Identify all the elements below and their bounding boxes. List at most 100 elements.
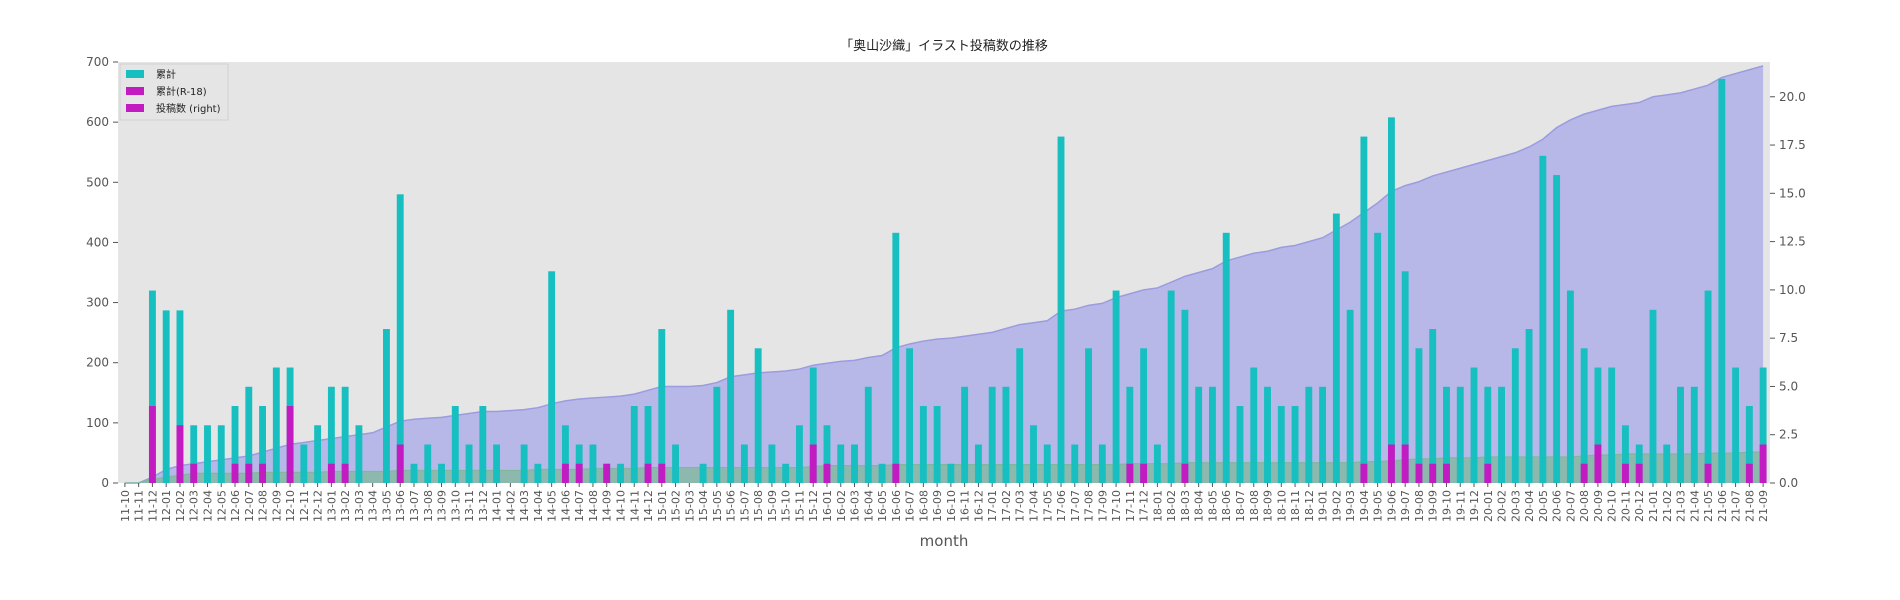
x-tick-label: 12-01 [160, 490, 173, 522]
bar-cumulative [1594, 367, 1602, 483]
y-axis-right: 0.0 2.5 5.0 7.5 10.0 12.5 15.0 17.5 20.0 [1770, 90, 1806, 490]
x-tick-label: 17-10 [1110, 490, 1123, 522]
legend: 累計 累計(R-18) 投稿数 (right) [119, 63, 229, 121]
x-tick-label: 14-05 [546, 490, 559, 522]
bar-cumulative [1456, 386, 1464, 483]
x-tick-label: 21-08 [1743, 490, 1756, 522]
bar-cumulative [327, 386, 335, 483]
y2-tick-label: 7.5 [1779, 331, 1798, 345]
bar-cumulative-r18 [1415, 463, 1423, 483]
y-tick-label: 300 [86, 296, 109, 310]
x-tick-label: 11-11 [133, 490, 146, 522]
bar-cumulative [314, 425, 322, 483]
legend-label-cumulative-r18: 累計(R-18) [156, 85, 207, 98]
x-tick-label: 14-11 [628, 490, 641, 522]
bar-cumulative [1209, 386, 1216, 483]
legend-swatch-cumulative [126, 70, 144, 78]
bar-cumulative-r18 [1484, 463, 1492, 483]
bar-cumulative [479, 406, 487, 483]
x-tick-label: 20-01 [1482, 490, 1495, 522]
bar-cumulative-r18 [658, 463, 666, 483]
y2-tick-label: 12.5 [1779, 235, 1806, 249]
bar-cumulative [796, 425, 803, 483]
x-tick-label: 14-09 [601, 490, 614, 522]
bar-cumulative-r18 [341, 463, 349, 483]
bar-cumulative [162, 310, 170, 483]
x-tick-label: 14-03 [518, 490, 531, 522]
bar-cumulative [1264, 386, 1271, 483]
x-tick-label: 18-01 [1151, 490, 1164, 522]
bar-cumulative [672, 444, 679, 483]
bar-cumulative [1649, 309, 1657, 483]
bar-cumulative [1553, 175, 1561, 483]
bar-cumulative [1277, 406, 1285, 483]
x-tick-label: 18-12 [1303, 490, 1316, 522]
y-tick-label: 100 [86, 416, 109, 430]
bar-cumulative-r18 [176, 425, 184, 483]
y2-tick-label: 0.0 [1779, 476, 1798, 490]
x-tick-label: 12-11 [298, 490, 311, 522]
legend-label-posts-right: 投稿数 (right) [156, 102, 221, 115]
x-tick-label: 15-02 [670, 490, 683, 522]
x-tick-label: 14-06 [559, 490, 572, 522]
x-tick-label: 12-12 [312, 490, 325, 522]
bar-cumulative [1704, 290, 1712, 483]
bar-cumulative-r18 [1704, 463, 1712, 483]
x-tick-label: 13-03 [353, 490, 366, 522]
bar-cumulative-r18 [603, 463, 611, 483]
bar-cumulative [864, 386, 872, 483]
bar-cumulative [1126, 386, 1134, 483]
bar-cumulative [878, 463, 886, 483]
x-tick-label: 13-12 [477, 490, 490, 522]
bar-cumulative [148, 290, 156, 483]
bar-cumulative [851, 444, 858, 483]
bar-cumulative [713, 386, 721, 483]
x-tick-label: 13-07 [408, 490, 421, 522]
bar-cumulative [1580, 348, 1588, 483]
x-tick-label: 13-05 [380, 490, 393, 522]
x-tick-label: 17-09 [1096, 490, 1109, 522]
bar-cumulative [1745, 406, 1753, 483]
bar-cumulative [754, 348, 762, 483]
x-axis: 11-10 11-11 11-12 12-01 12-02 12-03 12-04 12-05… [119, 483, 1770, 522]
bar-cumulative [617, 463, 624, 483]
y-tick-label: 200 [86, 356, 109, 370]
bar-cumulative [1030, 425, 1037, 483]
bar-cumulative-r18 [259, 463, 266, 483]
y-tick-label: 600 [86, 115, 109, 129]
bar-cumulative-r18 [286, 406, 294, 483]
x-tick-label: 13-01 [325, 490, 338, 522]
bar-cumulative [823, 425, 831, 483]
bar-cumulative [1057, 136, 1065, 483]
bar-cumulative [520, 444, 528, 483]
x-tick-label: 15-03 [683, 490, 696, 522]
legend-label-cumulative: 累計 [156, 68, 176, 81]
bar-cumulative [465, 444, 473, 483]
x-tick-label: 17-12 [1138, 490, 1151, 522]
y-tick-label: 500 [86, 175, 109, 189]
bar-cumulative [1622, 425, 1629, 483]
x-tick-label: 21-05 [1702, 490, 1715, 522]
x-tick-label: 15-10 [780, 490, 793, 522]
x-tick-label: 17-04 [1027, 490, 1040, 522]
x-tick-label: 15-01 [656, 490, 669, 522]
x-tick-label: 19-01 [1317, 490, 1330, 522]
x-tick-label: 13-02 [339, 490, 352, 522]
bar-cumulative [1401, 271, 1409, 483]
bar-cumulative-r18 [1594, 444, 1602, 483]
x-tick-label: 19-08 [1413, 490, 1426, 522]
bar-cumulative [1539, 155, 1547, 483]
x-tick-label: 21-07 [1730, 490, 1743, 522]
bar-cumulative-r18 [1140, 463, 1148, 483]
bar-cumulative-r18 [396, 444, 404, 483]
bar-cumulative [1498, 386, 1505, 483]
bar-cumulative [548, 271, 556, 483]
bar-cumulative [493, 444, 501, 483]
bar-cumulative [1098, 444, 1106, 483]
bar-cumulative-r18 [823, 463, 831, 483]
x-tick-label: 18-08 [1248, 490, 1261, 522]
bar-cumulative-r18 [190, 463, 198, 483]
bar-cumulative [204, 425, 211, 483]
bar-cumulative-r18 [1126, 463, 1134, 483]
x-tick-label: 12-05 [215, 490, 228, 522]
